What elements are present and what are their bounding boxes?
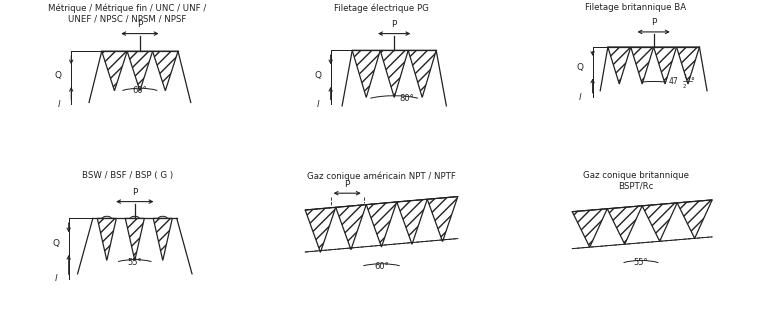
Polygon shape — [336, 205, 366, 250]
Text: 80°: 80° — [400, 94, 414, 103]
Text: °: ° — [691, 77, 694, 86]
Text: 2: 2 — [683, 84, 687, 89]
Text: 55°: 55° — [633, 258, 649, 267]
Text: l: l — [578, 93, 581, 102]
Text: Gaz conique américain NPT / NPTF: Gaz conique américain NPT / NPTF — [307, 171, 456, 181]
Text: Q: Q — [53, 239, 60, 248]
Text: BSW / BSF / BSP ( G ): BSW / BSF / BSP ( G ) — [82, 171, 172, 180]
Text: P: P — [391, 19, 397, 29]
Text: 60°: 60° — [374, 262, 389, 271]
Text: l: l — [57, 100, 60, 109]
Text: 47: 47 — [669, 77, 678, 86]
Text: Q: Q — [314, 71, 321, 80]
Polygon shape — [608, 47, 631, 84]
Text: Q: Q — [55, 71, 62, 80]
Polygon shape — [654, 47, 677, 84]
Polygon shape — [631, 47, 654, 84]
Polygon shape — [153, 51, 178, 91]
Polygon shape — [353, 50, 380, 97]
Text: 1: 1 — [683, 74, 687, 79]
Text: Q: Q — [576, 63, 584, 72]
Text: Gaz conique britannique
BSPT/Rc: Gaz conique britannique BSPT/Rc — [583, 171, 689, 191]
Text: 55°: 55° — [127, 258, 142, 266]
Polygon shape — [397, 199, 427, 244]
Polygon shape — [427, 197, 458, 242]
Text: P: P — [132, 187, 137, 197]
Text: Métrique / Métrique fin / UNC / UNF /
UNEF / NPSC / NPSM / NPSF: Métrique / Métrique fin / UNC / UNF / UN… — [48, 3, 206, 23]
Text: 60°: 60° — [133, 86, 147, 95]
Text: Filetage britannique BA: Filetage britannique BA — [585, 3, 687, 12]
Text: P: P — [137, 19, 143, 29]
Polygon shape — [572, 209, 607, 247]
Text: Filetage électrique PG: Filetage électrique PG — [334, 3, 429, 13]
Text: l: l — [55, 275, 57, 283]
Text: P: P — [344, 180, 350, 189]
Polygon shape — [366, 202, 397, 247]
Polygon shape — [607, 206, 642, 244]
Polygon shape — [101, 51, 127, 91]
Polygon shape — [677, 47, 700, 84]
Text: l: l — [317, 100, 319, 109]
Polygon shape — [408, 50, 436, 97]
Polygon shape — [98, 218, 116, 260]
Polygon shape — [678, 200, 712, 238]
Polygon shape — [305, 207, 336, 252]
Text: P: P — [651, 18, 656, 27]
Polygon shape — [642, 203, 678, 241]
Polygon shape — [125, 218, 144, 260]
Polygon shape — [380, 50, 408, 97]
Polygon shape — [153, 218, 172, 260]
Polygon shape — [127, 51, 153, 91]
